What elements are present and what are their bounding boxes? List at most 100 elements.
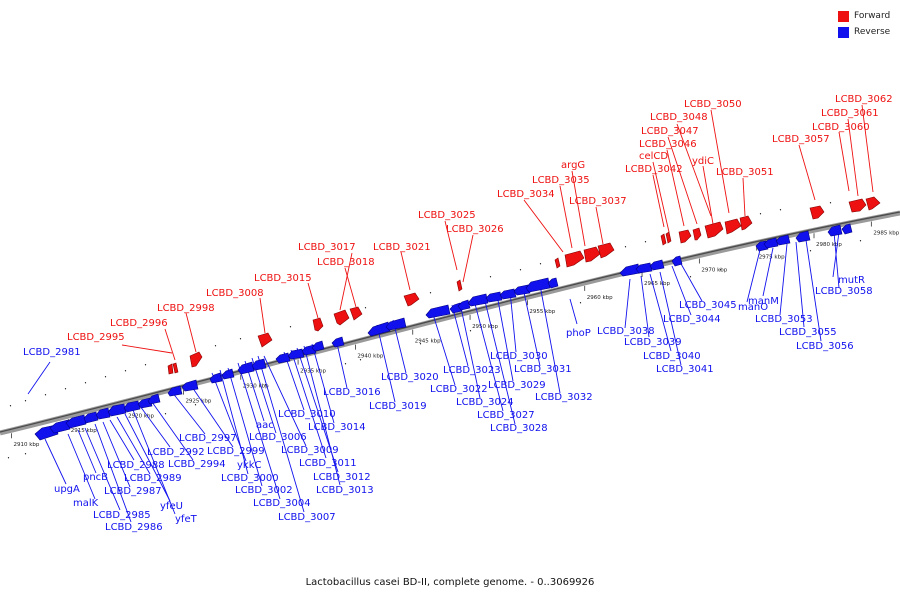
gene-label: LCBD_3009 xyxy=(281,445,339,456)
gene-label: LCBD_3048 xyxy=(650,112,708,123)
reverse-labels: LCBD_2981 upgA malK pncB LCBD_2985 LCBD_… xyxy=(23,275,873,533)
axis-tick-label: 2970 kbp xyxy=(701,267,727,273)
gene-label: LCBD_2996 xyxy=(110,318,168,329)
axis-tick-label: 2930 kbp xyxy=(243,384,269,390)
gene-label: LCBD_3017 xyxy=(298,242,356,253)
axis-tick-label: 2935 kbp xyxy=(300,369,326,375)
gene-label: LCBD_3015 xyxy=(254,273,312,284)
gene-label: LCBD_3008 xyxy=(206,288,264,299)
gene-label: LCBD_3027 xyxy=(477,410,535,421)
gene-label: LCBD_3062 xyxy=(835,94,893,105)
axis-tick-label: 2910 kbp xyxy=(13,442,39,448)
gene-label: LCBD_3031 xyxy=(514,364,572,375)
gene-label: LCBD_3038 xyxy=(597,326,655,337)
gene-label: LCBD_3047 xyxy=(641,126,699,137)
gene-label: celCD xyxy=(639,151,668,162)
gene-label: LCBD_3057 xyxy=(772,134,830,145)
gene-label: LCBD_2994 xyxy=(168,459,226,470)
gene-label: LCBD_2987 xyxy=(104,486,162,497)
gene-label: LCBD_3042 xyxy=(625,164,683,175)
forward-label: Forward xyxy=(854,11,891,21)
gene-label: LCBD_3023 xyxy=(443,365,501,376)
gene-label: LCBD_3039 xyxy=(624,337,682,348)
gene-label: mutR xyxy=(838,275,865,286)
axis-tick-label: 2945 kbp xyxy=(415,339,441,345)
gene-label: LCBD_2985 xyxy=(93,510,151,521)
legend: Forward Reverse xyxy=(838,8,890,40)
axis-tick-label: 2940 kbp xyxy=(357,354,383,360)
gene-label: LCBD_3012 xyxy=(313,472,371,483)
gene-label: yfeU xyxy=(160,501,183,512)
gene-label: LCBD_3040 xyxy=(643,351,701,362)
axis-tick-label: 2920 kbp xyxy=(128,413,154,419)
gene-label: LCBD_3029 xyxy=(488,380,546,391)
gene-label: LCBD_3034 xyxy=(497,189,555,200)
axis-tick-label: 2975 kbp xyxy=(759,255,785,261)
gene-label: LCBD_3045 xyxy=(679,300,737,311)
legend-forward: Forward xyxy=(838,8,890,24)
gene-label: LCBD_2998 xyxy=(157,303,215,314)
gene-label: LCBD_3053 xyxy=(755,314,813,325)
gene-label: LCBD_3010 xyxy=(278,409,336,420)
gene-label: LCBD_2989 xyxy=(124,473,182,484)
axis-tick-label: 2925 kbp xyxy=(185,399,211,405)
axis-tick-label: 2915 kbp xyxy=(71,428,97,434)
reverse-genes xyxy=(34,223,853,441)
gene-label: LCBD_3060 xyxy=(812,122,870,133)
gene-label: LCBD_3056 xyxy=(796,341,854,352)
gene-label: LCBD_3021 xyxy=(373,242,431,253)
axis-tick-label: 2960 kbp xyxy=(587,295,613,301)
gene-label: LCBD_3046 xyxy=(639,139,697,150)
gene-label: LCBD_3026 xyxy=(446,224,504,235)
legend-reverse: Reverse xyxy=(838,24,890,40)
gene-label: manO xyxy=(738,302,768,313)
gene-label: argG xyxy=(561,160,585,171)
gene-label: manM xyxy=(748,296,779,307)
axis-tick-label: 2965 kbp xyxy=(644,281,670,287)
gene-label: LCBD_2997 xyxy=(179,433,237,444)
gene-label: ydiC xyxy=(692,156,714,167)
axis-tick-label: 2980 kbp xyxy=(816,242,842,248)
gene-label: LCBD_3019 xyxy=(369,401,427,412)
gene-label: LCBD_3041 xyxy=(656,364,714,375)
reverse-track-dots xyxy=(7,240,862,459)
gene-label: LCBD_3020 xyxy=(381,372,439,383)
gene-label: LCBD_3055 xyxy=(779,327,837,338)
gene-label: LCBD_3035 xyxy=(532,175,590,186)
gene-label: malK xyxy=(73,498,99,509)
reverse-label: Reverse xyxy=(854,27,891,37)
gene-label: LCBD_3037 xyxy=(569,196,627,207)
forward-label-lines xyxy=(121,104,874,361)
forward-track-dots xyxy=(9,202,832,407)
gene-label: LCBD_3011 xyxy=(299,458,357,469)
gene-label: pncB xyxy=(83,472,108,483)
gene-label: LCBD_3044 xyxy=(663,314,721,325)
gene-label: LCBD_3018 xyxy=(317,257,375,268)
gene-label: LCBD_3061 xyxy=(821,108,879,119)
gene-label: LCBD_3000 xyxy=(221,473,279,484)
forward-labels: LCBD_2995 LCBD_2996 LCBD_2998 LCBD_3008 … xyxy=(67,94,893,343)
gene-label: LCBD_3051 xyxy=(716,167,774,178)
gene-label: LCBD_3002 xyxy=(235,485,293,496)
gene-label: LCBD_3025 xyxy=(418,210,476,221)
gene-label: LCBD_2981 xyxy=(23,347,81,358)
gene-label: upgA xyxy=(54,484,80,495)
axis-tick-label: 2950 kbp xyxy=(472,324,498,330)
gene-label: LCBD_3032 xyxy=(535,392,593,403)
gene-label: LCBD_3050 xyxy=(684,99,742,110)
gene-label: LCBD_2986 xyxy=(105,522,163,533)
gene-label: phoP xyxy=(566,328,591,339)
reverse-swatch xyxy=(838,26,849,38)
gene-label: LCBD_3058 xyxy=(815,286,873,297)
gene-label: LCBD_2992 xyxy=(147,447,205,458)
axis-ticks: 2910 kbp 2915 kbp 2920 kbp 2925 kbp 2930 kbp… xyxy=(11,221,900,448)
genome-caption: Lactobacillus casei BD-II, complete geno… xyxy=(305,577,595,588)
gene-label: LCBD_2988 xyxy=(107,460,165,471)
gene-label: LCBD_3006 xyxy=(249,432,307,443)
forward-genes xyxy=(167,196,881,375)
gene-label: LCBD_3014 xyxy=(308,422,366,433)
reverse-label-lines xyxy=(27,231,840,523)
axis-tick-label: 2955 kbp xyxy=(529,309,555,315)
gene-label: LCBD_3016 xyxy=(323,387,381,398)
forward-swatch xyxy=(838,10,849,22)
